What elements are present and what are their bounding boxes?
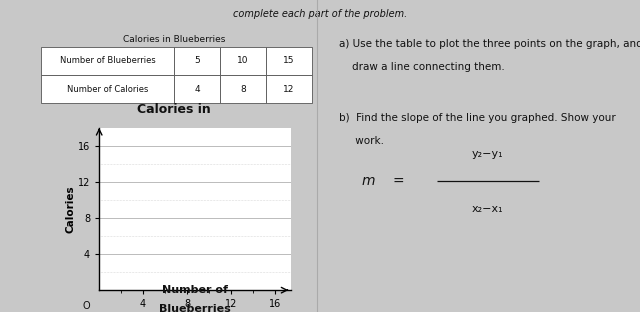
Text: Number of Blueberries: Number of Blueberries [60, 56, 156, 65]
Text: Calories in Blueberries: Calories in Blueberries [123, 35, 225, 44]
Text: y₂−y₁: y₂−y₁ [472, 149, 504, 159]
Text: 15: 15 [284, 56, 295, 65]
Bar [266, 75, 312, 103]
Text: 12: 12 [284, 85, 295, 94]
Text: Number of Calories: Number of Calories [67, 85, 148, 94]
Text: 10: 10 [237, 56, 249, 65]
Text: Blueberries: Blueberries [159, 304, 231, 312]
Text: x₂−x₁: x₂−x₁ [472, 204, 504, 214]
Text: a) Use the table to plot the three points on the graph, and: a) Use the table to plot the three point… [339, 39, 640, 49]
Text: =: = [393, 174, 404, 188]
Bar [266, 46, 312, 75]
Text: Calories in: Calories in [138, 103, 211, 116]
Text: O: O [83, 301, 90, 311]
Text: Number of: Number of [162, 285, 228, 295]
Text: work.: work. [339, 136, 384, 146]
Text: 8: 8 [240, 85, 246, 94]
Text: 5: 5 [195, 56, 200, 65]
Text: draw a line connecting them.: draw a line connecting them. [339, 62, 505, 72]
Bar [41, 46, 174, 75]
Bar [220, 75, 266, 103]
Bar [174, 75, 220, 103]
Text: complete each part of the problem.: complete each part of the problem. [233, 9, 407, 19]
Bar [41, 75, 174, 103]
Y-axis label: Calories: Calories [65, 185, 75, 233]
Text: Blueberries: Blueberries [134, 131, 214, 144]
Bar [220, 46, 266, 75]
Text: 4: 4 [195, 85, 200, 94]
Bar [174, 46, 220, 75]
Text: m: m [361, 174, 374, 188]
Text: b)  Find the slope of the line you graphed. Show your: b) Find the slope of the line you graphe… [339, 113, 616, 123]
